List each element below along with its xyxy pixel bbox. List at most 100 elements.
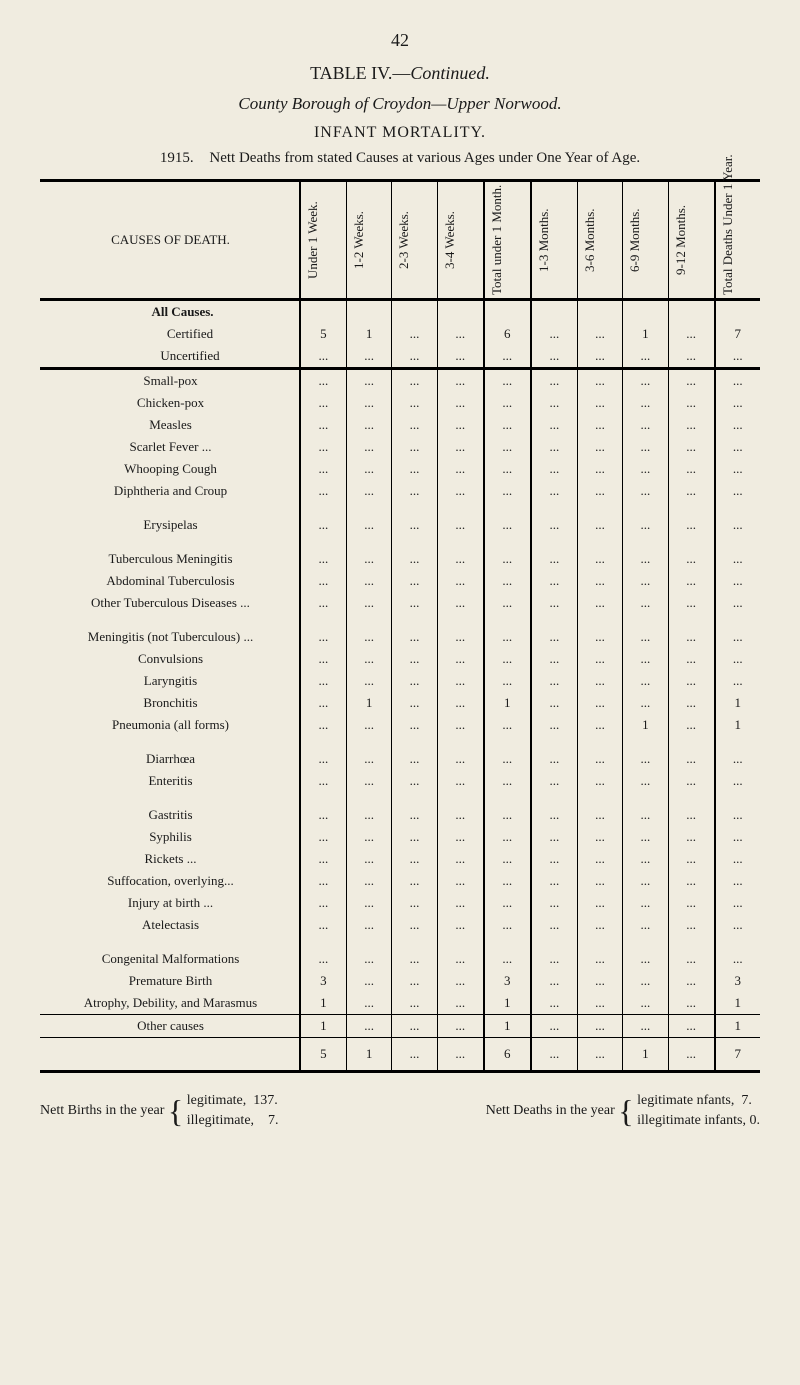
cause-label: Premature Birth: [40, 970, 300, 992]
cell: 3: [300, 970, 346, 992]
cell: ...: [715, 670, 760, 692]
cell: ...: [668, 970, 714, 992]
cell: ...: [300, 392, 346, 414]
cell: ...: [392, 914, 437, 936]
col-3-4-weeks: 3-4 Weeks.: [442, 185, 458, 295]
cause-label: Chicken-pox: [40, 392, 300, 414]
table-row: Small-pox..............................: [40, 369, 760, 393]
cell: ...: [715, 848, 760, 870]
cell: ...: [392, 770, 437, 792]
cell: ...: [531, 592, 577, 614]
cell: 1: [346, 323, 391, 345]
cell: ...: [531, 345, 577, 369]
cell: ...: [531, 648, 577, 670]
cell: ...: [668, 548, 714, 570]
cell: ...: [392, 414, 437, 436]
cause-label: Meningitis (not Tuberculous) ...: [40, 626, 300, 648]
cell: ...: [715, 804, 760, 826]
cell: ...: [300, 670, 346, 692]
cell: ...: [715, 648, 760, 670]
cell: ...: [346, 970, 391, 992]
table-row: Certified 5 1 ... ... 6 ... ... 1 ... 7: [40, 323, 760, 345]
cell: ...: [346, 480, 391, 502]
description: 1915. Nett Deaths from stated Causes at …: [40, 150, 760, 167]
cell: ...: [531, 323, 577, 345]
cell: ...: [668, 714, 714, 736]
cell: ...: [623, 914, 668, 936]
col-1-3-months: 1-3 Months.: [536, 185, 552, 295]
cell: ...: [577, 369, 622, 393]
cell: ...: [623, 1015, 668, 1038]
col-total-1-month: Total under 1 Month.: [489, 185, 505, 295]
cell: ...: [484, 804, 531, 826]
cell: ...: [437, 369, 483, 393]
cell: ...: [300, 369, 346, 393]
cell: ...: [300, 592, 346, 614]
cell: ...: [715, 458, 760, 480]
cell: ...: [484, 369, 531, 393]
cell: ...: [531, 692, 577, 714]
cell: ...: [531, 436, 577, 458]
cell: ...: [577, 770, 622, 792]
cell: 1: [715, 692, 760, 714]
cell: ...: [623, 369, 668, 393]
cell: ...: [300, 892, 346, 914]
cell: ...: [484, 914, 531, 936]
cell: ...: [577, 1015, 622, 1038]
cell: ...: [531, 392, 577, 414]
cell: ...: [577, 714, 622, 736]
cell: ...: [392, 892, 437, 914]
cause-label: Tuberculous Meningitis: [40, 548, 300, 570]
cell: ...: [715, 948, 760, 970]
cell: ...: [437, 1038, 483, 1072]
cell: ...: [484, 870, 531, 892]
cell: ...: [300, 436, 346, 458]
table-row: Diphtheria and Croup....................…: [40, 480, 760, 502]
cause-label: Syphilis: [40, 826, 300, 848]
footer-left-label: Nett Births in the year: [40, 1103, 164, 1119]
cell: ...: [346, 914, 391, 936]
cell: ...: [531, 748, 577, 770]
footer: Nett Births in the year { legitimate, 13…: [40, 1091, 760, 1130]
cell: ...: [437, 626, 483, 648]
header-cause: CAUSES OF DEATH.: [40, 181, 300, 300]
table-row: Scarlet Fever ..........................…: [40, 436, 760, 458]
cell: ...: [715, 392, 760, 414]
cell: ...: [623, 414, 668, 436]
cell: ...: [668, 826, 714, 848]
cell: ...: [577, 748, 622, 770]
table-row: Atrophy, Debility, and Marasmus1........…: [40, 992, 760, 1015]
cell: 5: [300, 1038, 346, 1072]
cell: ...: [531, 992, 577, 1015]
cell: ...: [577, 548, 622, 570]
cell: ...: [577, 826, 622, 848]
cell: ...: [300, 480, 346, 502]
cell: ...: [484, 892, 531, 914]
cell: ...: [623, 692, 668, 714]
subtitle: County Borough of Croydon—Upper Norwood.: [40, 94, 760, 114]
table-row: Other Tuberculous Diseases .............…: [40, 592, 760, 614]
table-row: Uncertified ... ... ... ... ... ... ... …: [40, 345, 760, 369]
cell: ...: [346, 992, 391, 1015]
cause-label: Pneumonia (all forms): [40, 714, 300, 736]
cell: ...: [623, 748, 668, 770]
cell: ...: [437, 870, 483, 892]
cell: ...: [437, 570, 483, 592]
footer-right-leg-n: 7.: [741, 1093, 752, 1108]
cell: ...: [577, 458, 622, 480]
cell: ...: [531, 1038, 577, 1072]
cell: 1: [715, 1015, 760, 1038]
cell: ...: [392, 648, 437, 670]
cell: ...: [300, 714, 346, 736]
cell: ...: [346, 848, 391, 870]
cell: ...: [668, 692, 714, 714]
year: 1915.: [160, 150, 194, 167]
cell: ...: [437, 914, 483, 936]
cell: ...: [668, 570, 714, 592]
cell: ...: [531, 414, 577, 436]
cause-label: Measles: [40, 414, 300, 436]
cell: ...: [437, 948, 483, 970]
cell: ...: [668, 592, 714, 614]
cell: ...: [437, 514, 483, 536]
cell: ...: [392, 548, 437, 570]
